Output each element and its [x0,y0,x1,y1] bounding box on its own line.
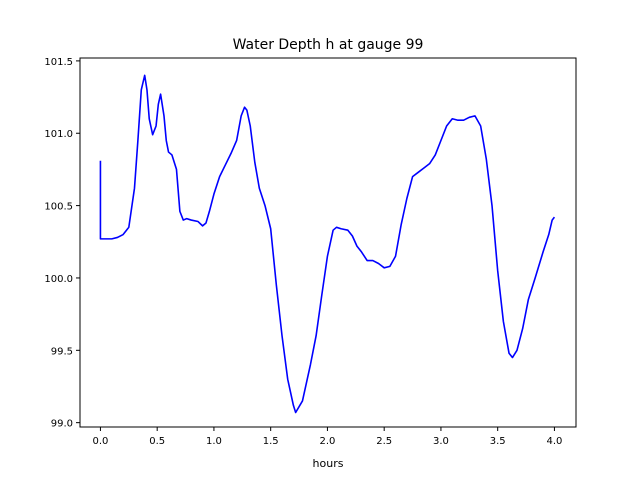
y-tick-label: 99.5 [51,346,73,357]
y-tick-label: 99.0 [51,419,73,430]
x-axis-label: hours [313,457,344,470]
x-tick-label: 1.5 [263,436,279,447]
x-tick-label: 1.0 [206,436,222,447]
y-tick-label: 100.0 [44,274,73,285]
x-tick-label: 3.0 [433,436,449,447]
y-axis: 99.0 99.5 100.0 100.5 101.0 101.5 [44,57,80,430]
x-tick-label: 0.5 [149,436,165,447]
x-tick-label: 3.5 [490,436,506,447]
x-tick-label: 4.0 [546,436,562,447]
y-tick-label: 101.0 [44,129,73,140]
x-tick-label: 2.0 [319,436,335,447]
chart-title: Water Depth h at gauge 99 [233,37,424,53]
x-tick-label: 2.5 [376,436,392,447]
x-axis: 0.0 0.5 1.0 1.5 2.0 2.5 3.0 3.5 4.0 [92,427,562,447]
plot-area [79,57,577,428]
axes-frame [79,57,577,428]
x-tick-label: 0.0 [92,436,108,447]
series-line-0 [99,74,556,414]
y-tick-label: 101.5 [44,57,73,68]
y-tick-label: 100.5 [44,202,73,213]
